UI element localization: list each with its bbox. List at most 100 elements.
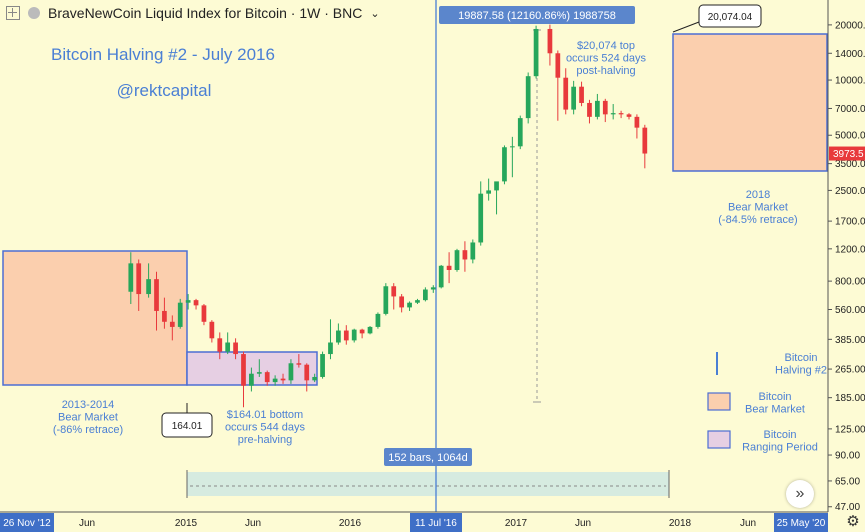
candle bbox=[154, 279, 159, 311]
candle bbox=[571, 86, 577, 110]
candle bbox=[241, 354, 246, 386]
top-price-value: 20,074.04 bbox=[708, 12, 753, 23]
y-tick-label: 125.00 bbox=[835, 424, 865, 435]
candle bbox=[359, 329, 365, 334]
candle bbox=[296, 363, 302, 365]
chevron-down-icon[interactable]: ⌄ bbox=[370, 7, 380, 20]
symbol-title[interactable]: BraveNewCoin Liquid Index for Bitcoin · … bbox=[48, 5, 363, 21]
x-tick-label: Jun bbox=[575, 518, 591, 529]
candle bbox=[249, 373, 254, 386]
x-start-badge bbox=[0, 513, 54, 532]
last-price-value: 3973.5 bbox=[833, 149, 864, 160]
gear-icon[interactable]: ⚙ bbox=[846, 513, 860, 530]
candle bbox=[407, 302, 412, 308]
y-tick-label: 800.00 bbox=[835, 277, 865, 288]
candle bbox=[478, 193, 484, 243]
bear-market-label-2014: Bear Market bbox=[58, 412, 118, 424]
candle bbox=[430, 287, 436, 290]
y-tick-label: 3500.00 bbox=[835, 159, 865, 170]
candle bbox=[602, 100, 608, 115]
x-tick-label: 2016 bbox=[339, 518, 362, 529]
candle bbox=[391, 286, 397, 297]
plus-square-icon[interactable] bbox=[6, 6, 20, 20]
x-end-badge bbox=[774, 513, 828, 532]
candle bbox=[579, 86, 584, 103]
y-tick-label: 1700.00 bbox=[835, 217, 865, 228]
legend-ranging-label: Bitcoin bbox=[763, 429, 796, 441]
bear-market-label-2014: (-86% retrace) bbox=[53, 424, 123, 436]
candle bbox=[185, 300, 191, 303]
candle bbox=[470, 242, 476, 260]
candle bbox=[201, 305, 207, 322]
x-end-label: 25 May '20 bbox=[777, 518, 826, 529]
bear-market-label-2018: (-84.5% retrace) bbox=[718, 214, 797, 226]
candle bbox=[509, 146, 515, 148]
candle bbox=[375, 313, 381, 327]
measure-bottom-label: 152 bars, 1064d bbox=[388, 452, 468, 464]
dot-icon bbox=[28, 7, 40, 19]
y-tick-label: 265.00 bbox=[835, 365, 865, 376]
candle bbox=[610, 113, 616, 115]
candle bbox=[547, 28, 553, 54]
candle bbox=[336, 330, 341, 343]
candle bbox=[563, 77, 569, 110]
candle bbox=[618, 113, 624, 115]
x-halving-badge bbox=[410, 513, 462, 532]
author-handle: @rektcapital bbox=[117, 81, 212, 100]
x-tick-label: Jun bbox=[245, 518, 261, 529]
candle bbox=[343, 330, 349, 341]
candle bbox=[312, 376, 318, 381]
candle bbox=[367, 326, 373, 334]
candle bbox=[587, 102, 592, 117]
bottom-annotation: pre-halving bbox=[238, 434, 292, 446]
candle bbox=[169, 321, 175, 327]
y-tick-label: 14000.00 bbox=[835, 49, 865, 60]
candle bbox=[446, 265, 452, 270]
candle bbox=[415, 300, 420, 303]
legend-bear-swatch bbox=[707, 392, 731, 411]
candle bbox=[162, 310, 167, 322]
candle bbox=[595, 100, 600, 117]
measure-range-area bbox=[187, 472, 669, 496]
candle bbox=[555, 53, 561, 78]
candle bbox=[256, 372, 262, 374]
x-tick-label: 2015 bbox=[175, 518, 198, 529]
candle bbox=[454, 250, 460, 270]
candle bbox=[462, 250, 468, 260]
x-tick-label: Jun bbox=[79, 518, 95, 529]
candle bbox=[264, 372, 270, 383]
top-annotation: $20,074 top bbox=[577, 40, 635, 52]
y-tick-label: 385.00 bbox=[835, 335, 865, 346]
top-annotation: post-halving bbox=[576, 65, 635, 77]
candle bbox=[136, 263, 142, 295]
scroll-to-realtime-button[interactable]: » bbox=[786, 480, 814, 508]
symbol-header: BraveNewCoin Liquid Index for Bitcoin · … bbox=[6, 3, 380, 23]
candle bbox=[193, 300, 199, 306]
y-tick-label: 560.00 bbox=[835, 305, 865, 316]
bear-market-box-2018 bbox=[672, 33, 828, 172]
candle bbox=[438, 265, 444, 288]
candle bbox=[225, 342, 231, 352]
candle bbox=[272, 378, 278, 383]
candle bbox=[288, 363, 294, 381]
candle bbox=[177, 302, 183, 327]
y-tick-label: 185.00 bbox=[835, 393, 865, 404]
y-tick-label: 65.00 bbox=[835, 476, 860, 487]
candle bbox=[320, 354, 325, 377]
candle bbox=[634, 116, 640, 128]
y-tick-label: 20000.00 bbox=[835, 20, 865, 31]
candle bbox=[146, 279, 151, 295]
y-tick-label: 90.00 bbox=[835, 451, 860, 462]
top-annotation: occurs 524 days bbox=[566, 53, 647, 65]
candle bbox=[383, 286, 389, 314]
x-tick-label: 2018 bbox=[669, 518, 692, 529]
candle bbox=[626, 114, 632, 117]
double-chevron-right-icon: » bbox=[795, 485, 805, 502]
legend-ranging-swatch bbox=[707, 430, 731, 449]
candle bbox=[217, 338, 223, 352]
y-tick-label: 2500.00 bbox=[835, 186, 865, 197]
candle bbox=[399, 296, 405, 308]
candle bbox=[486, 190, 492, 194]
x-tick-label: Jun bbox=[740, 518, 756, 529]
